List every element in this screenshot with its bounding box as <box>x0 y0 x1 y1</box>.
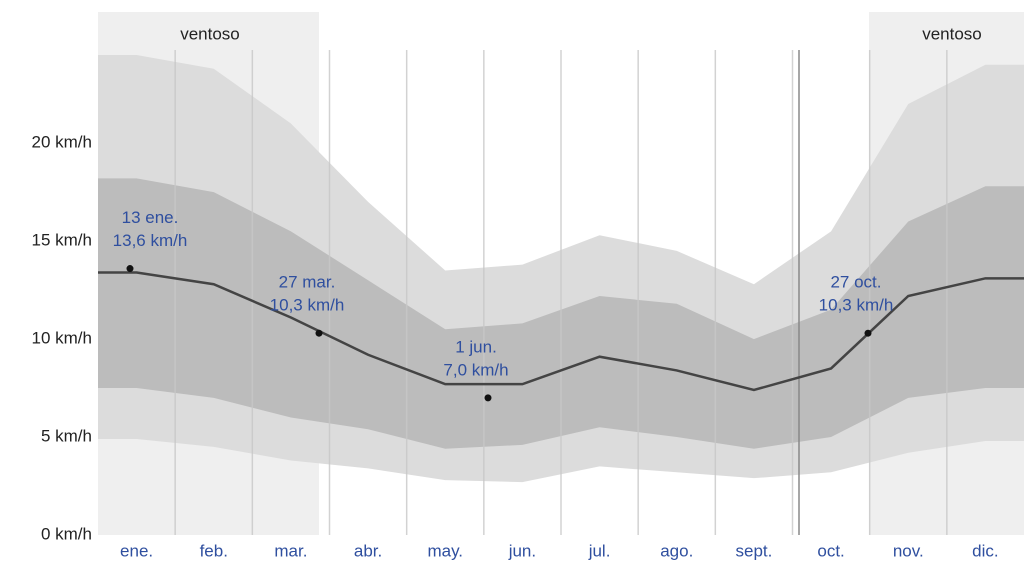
season-label: ventoso <box>180 24 240 43</box>
x-tick-label: nov. <box>893 541 924 560</box>
x-tick-label: jun. <box>508 541 536 560</box>
y-tick-label: 15 km/h <box>32 231 92 250</box>
x-tick-label: oct. <box>817 541 844 560</box>
y-tick-label: 20 km/h <box>32 133 92 152</box>
x-tick-label: jul. <box>588 541 611 560</box>
annotation-value: 13,6 km/h <box>113 231 188 250</box>
annotation-date: 13 ene. <box>122 208 179 227</box>
x-tick-label: feb. <box>200 541 228 560</box>
annotation-value: 10,3 km/h <box>819 296 894 315</box>
x-tick-label: dic. <box>972 541 998 560</box>
annotation-dot <box>126 265 134 273</box>
annotation-dot <box>484 394 492 402</box>
x-tick-label: ene. <box>120 541 153 560</box>
median-line <box>98 271 1024 392</box>
x-tick-label: abr. <box>354 541 382 560</box>
x-tick-label: ago. <box>660 541 693 560</box>
y-tick-label: 5 km/h <box>41 427 92 446</box>
annotation-date: 27 mar. <box>279 273 336 292</box>
annotation-value: 10,3 km/h <box>270 296 345 315</box>
y-tick-label: 10 km/h <box>32 329 92 348</box>
annotation-date: 27 oct. <box>830 273 881 292</box>
season-label: ventoso <box>922 24 982 43</box>
x-tick-label: sept. <box>735 541 772 560</box>
annotation-value: 7,0 km/h <box>443 360 508 379</box>
y-tick-label: 0 km/h <box>41 524 92 543</box>
x-tick-label: may. <box>427 541 463 560</box>
annotation-date: 1 jun. <box>455 337 497 356</box>
x-tick-label: mar. <box>274 541 307 560</box>
annotation-dot <box>864 329 872 337</box>
now-label: Ahora <box>812 503 858 522</box>
annotation-dot <box>315 329 323 337</box>
